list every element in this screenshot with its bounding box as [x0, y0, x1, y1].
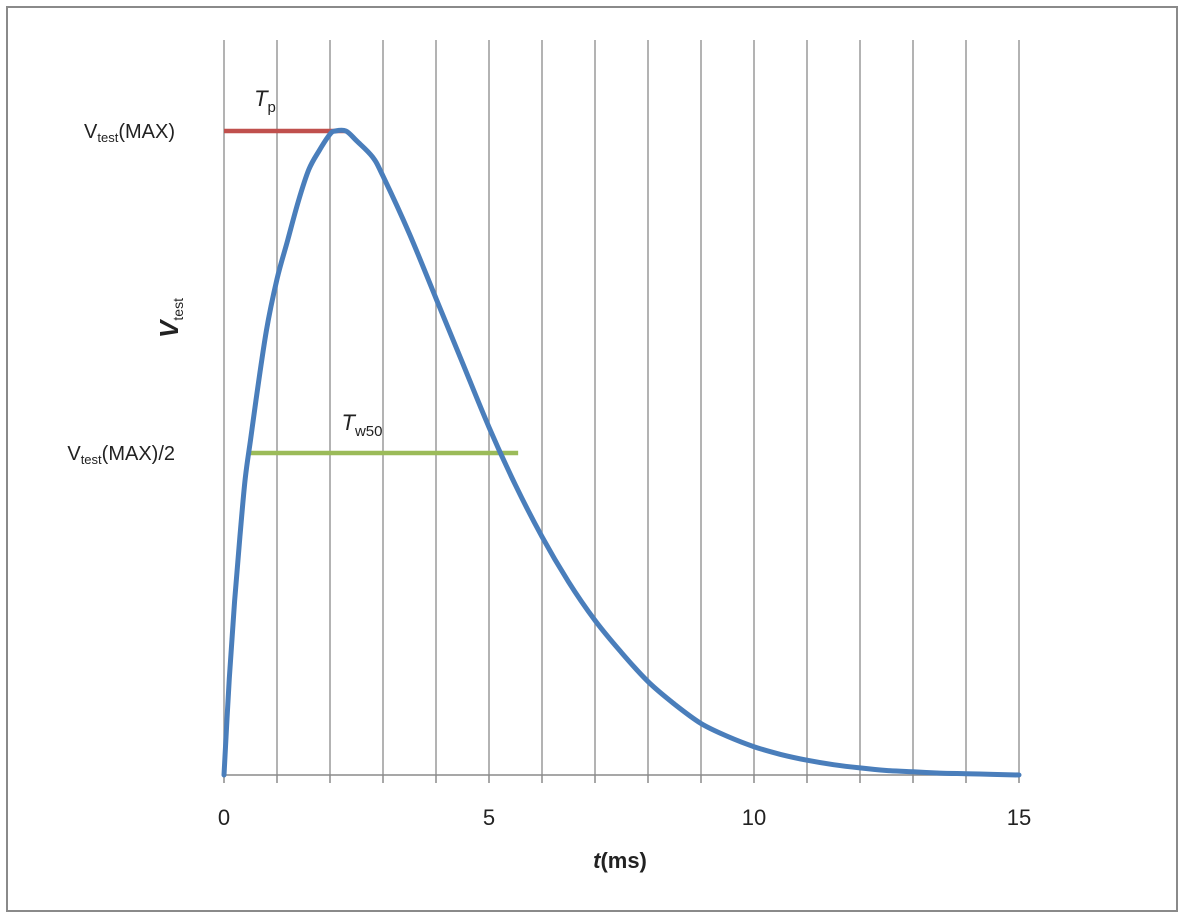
x-tick-label: 10: [742, 805, 766, 830]
y-level-label: Vtest(MAX)/2: [67, 443, 175, 467]
x-axis-title-symbol: t: [593, 848, 602, 873]
x-tick-label: 15: [1007, 805, 1031, 830]
annotation-lines: [224, 128, 519, 456]
y-level-labels: Vtest(MAX)Vtest(MAX)/2: [67, 121, 175, 467]
x-tick-label: 0: [218, 805, 230, 830]
annotation-label: Tp: [254, 86, 276, 116]
y-level-label-main: V: [67, 443, 81, 465]
annotation-label-main: T: [342, 410, 357, 435]
chart-frame: [6, 6, 1178, 912]
x-tick-label: 5: [483, 805, 495, 830]
y-axis-title-subscript: test: [170, 298, 186, 321]
annotation-label-main: T: [254, 86, 269, 111]
y-level-label-subscript: test: [81, 452, 102, 467]
y-axis-title-symbol: V: [154, 318, 184, 338]
annotation-label: Tw50: [342, 410, 383, 440]
x-ticks: [223, 775, 1020, 783]
annotation-label-subscript: w50: [354, 423, 383, 440]
y-level-label-suffix: (MAX): [118, 121, 175, 143]
gridlines: [223, 40, 1020, 775]
y-level-label-main: V: [84, 121, 98, 143]
x-tick-labels: 0 5 10 15: [218, 805, 1031, 830]
y-axis-title: Vtest: [154, 298, 186, 338]
annotation-label-subscript: p: [268, 99, 276, 116]
y-level-label-subscript: test: [97, 130, 118, 145]
y-level-label-suffix: (MAX)/2: [102, 443, 175, 465]
x-axis-title: t(ms): [593, 848, 647, 873]
vtest-curve: [221, 127, 1022, 778]
x-axis-title-unit: (ms): [600, 848, 646, 873]
y-level-label: Vtest(MAX): [84, 121, 175, 145]
